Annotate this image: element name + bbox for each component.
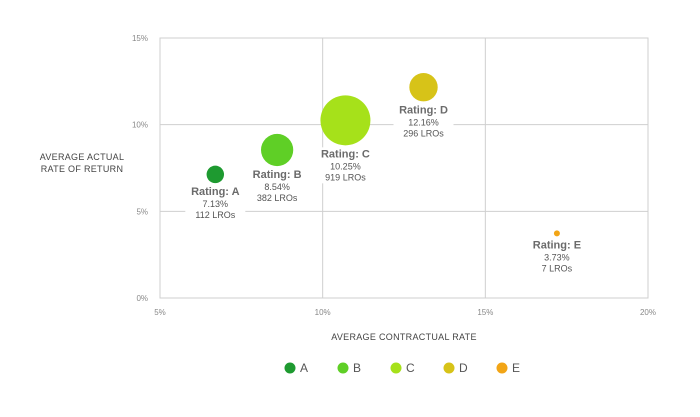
legend-marker-d (443, 362, 455, 374)
legend-marker-e (496, 362, 508, 374)
y-tick-label: 15% (132, 34, 148, 43)
rating-title-c: Rating: C (321, 148, 370, 160)
y-tick-label: 5% (136, 207, 148, 216)
bubble-a[interactable] (206, 165, 225, 184)
rating-count-b: 382 LROs (257, 193, 298, 203)
bubble-b[interactable] (261, 133, 294, 167)
rating-count-e: 7 LROs (542, 263, 573, 273)
y-axis-title: AVERAGE ACTUAL (40, 152, 125, 162)
x-axis-title: AVERAGE CONTRACTUAL RATE (331, 332, 477, 342)
bubble-d[interactable] (409, 73, 438, 102)
legend-marker-a (284, 362, 296, 374)
legend-label-e: E (512, 361, 520, 375)
x-tick-label: 5% (154, 308, 166, 317)
plot-area-border (159, 37, 649, 299)
legend-marker-b (337, 362, 349, 374)
label-backing (247, 168, 308, 205)
bubble-e[interactable] (553, 230, 560, 237)
rating-count-c: 919 LROs (325, 172, 366, 182)
x-tick-label: 20% (640, 308, 656, 317)
rating-rate-b: 8.54% (264, 182, 290, 192)
y-axis-title: RATE OF RETURN (41, 164, 124, 174)
rating-title-b: Rating: B (253, 169, 302, 181)
rating-rate-d: 12.16% (408, 117, 439, 127)
rating-count-a: 112 LROs (195, 210, 235, 220)
label-backing (315, 147, 376, 184)
legend-label-b: B (353, 361, 361, 375)
label-backing (526, 238, 587, 275)
rating-rate-c: 10.25% (330, 161, 361, 171)
legend-label-a: A (300, 361, 308, 375)
rating-rate-e: 3.73% (544, 252, 570, 262)
y-tick-label: 10% (132, 121, 148, 130)
rating-rate-a: 7.13% (203, 199, 229, 209)
legend-marker-c (390, 362, 402, 374)
legend-label-d: D (459, 361, 468, 375)
x-tick-label: 15% (477, 308, 493, 317)
y-tick-label: 0% (136, 294, 148, 303)
rating-title-a: Rating: A (191, 186, 240, 198)
x-tick-label: 10% (315, 308, 331, 317)
label-backing (393, 103, 454, 140)
legend-label-c: C (406, 361, 415, 375)
label-backing (185, 185, 246, 222)
rating-count-d: 296 LROs (403, 128, 444, 138)
rating-title-d: Rating: D (399, 104, 448, 116)
bubble-c[interactable] (320, 95, 371, 146)
rating-title-e: Rating: E (533, 239, 581, 251)
